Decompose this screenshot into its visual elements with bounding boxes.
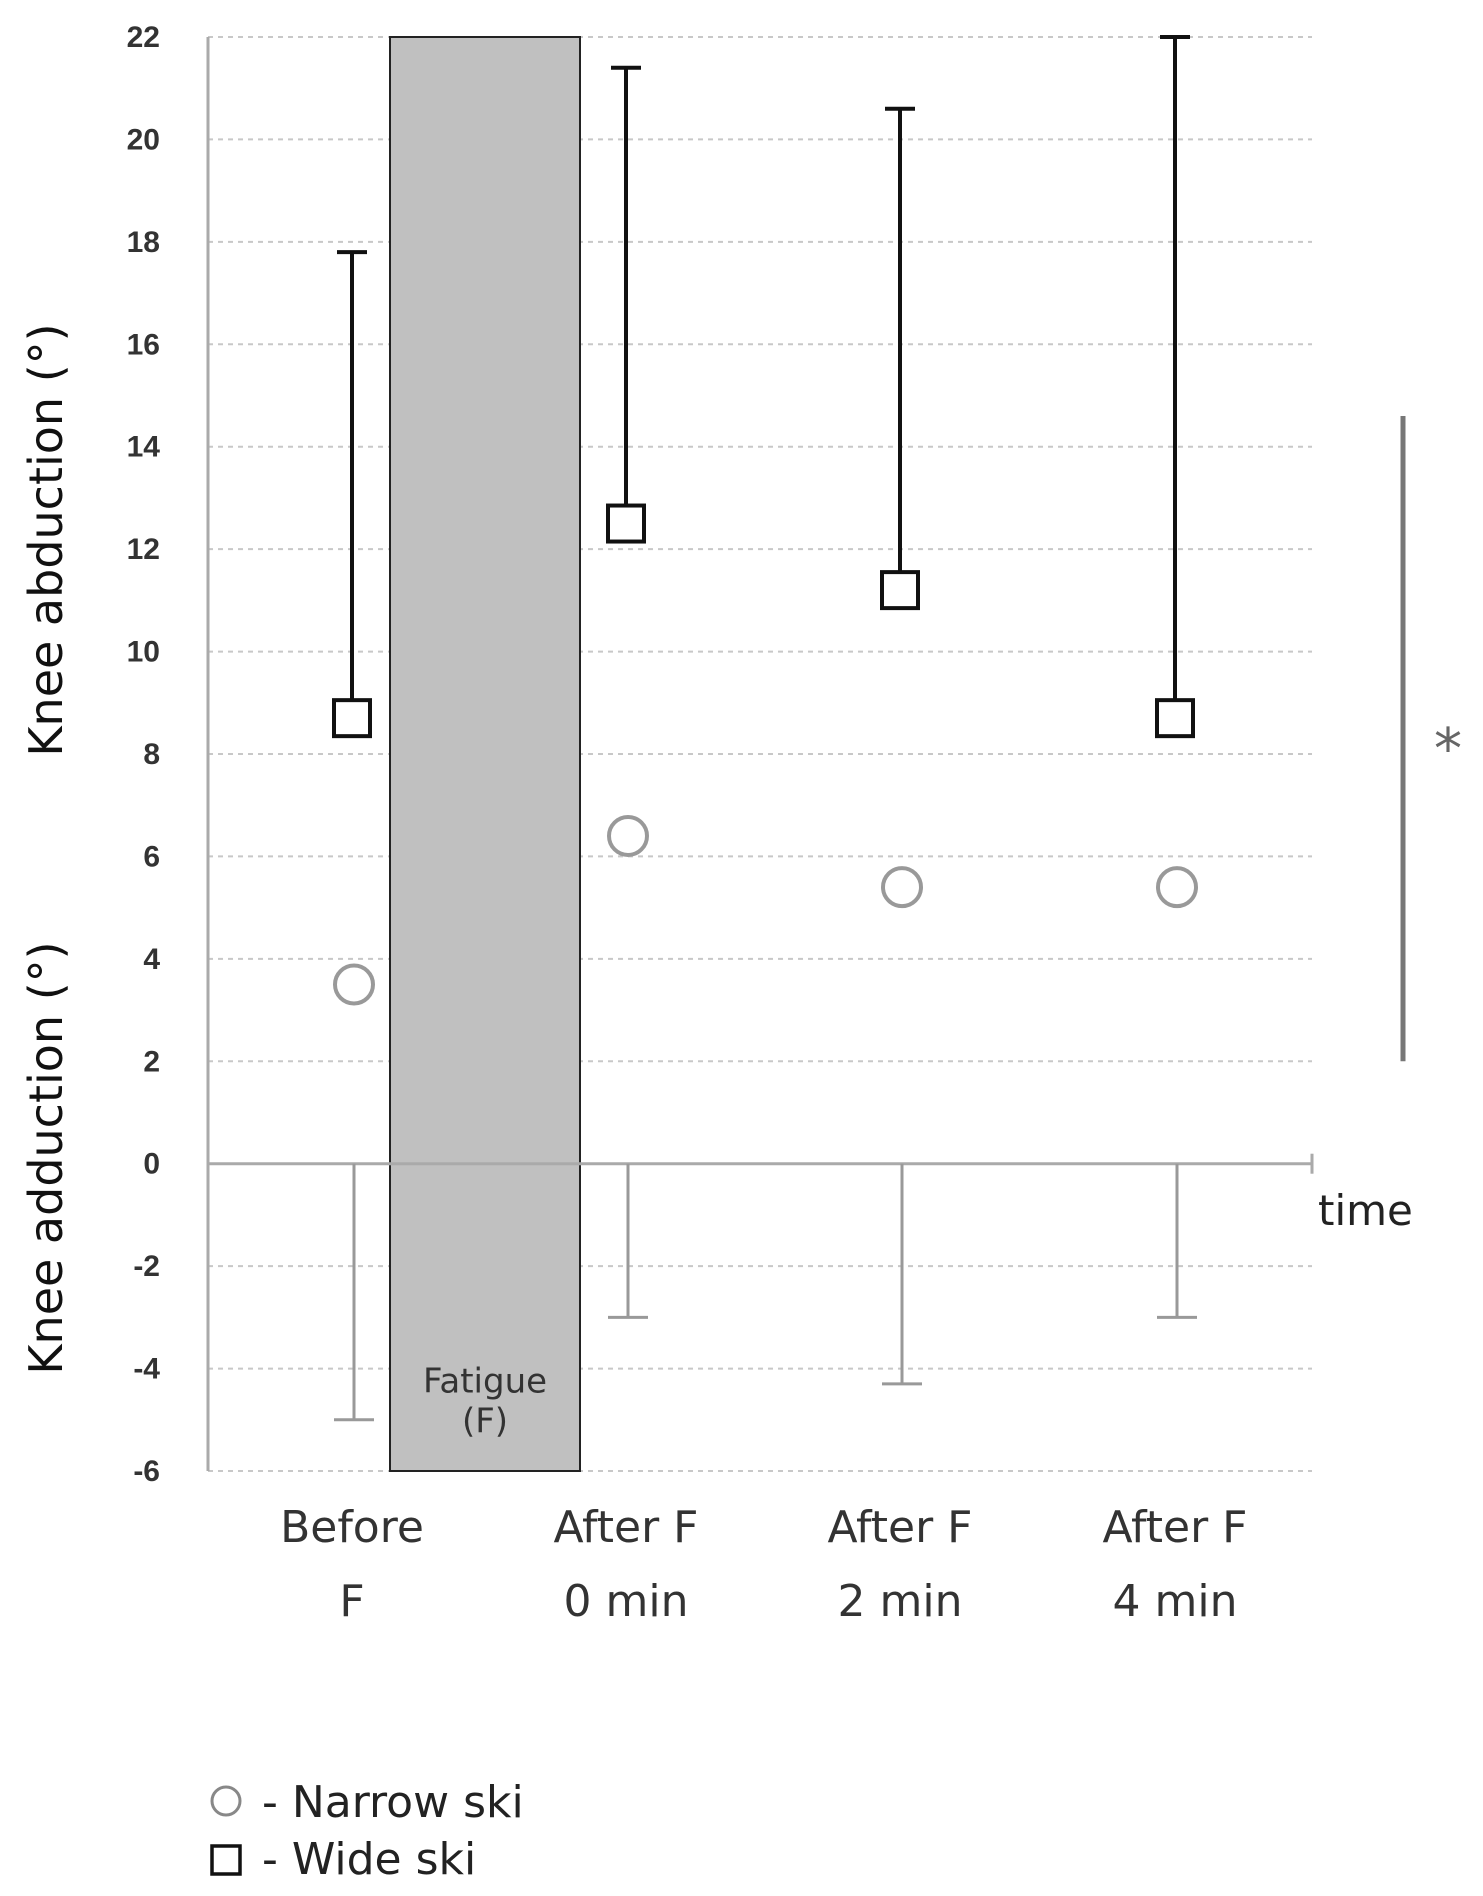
x-category-label: 4 min	[1113, 1576, 1238, 1627]
y-tick-label: 6	[143, 840, 160, 873]
fatigue-period-box	[389, 36, 581, 1472]
y-tick-label: 2	[143, 1045, 160, 1078]
y-tick-label: 14	[127, 431, 161, 464]
y-tick-label: 0	[143, 1148, 160, 1181]
y-axis-title-abduction: Knee abduction (°)	[19, 323, 73, 756]
y-tick-label: 12	[127, 533, 160, 566]
series-wide-ski	[332, 35, 1195, 739]
narrow-ski-point	[333, 963, 375, 1006]
grid-lines	[208, 36, 1312, 1472]
significance-star: *	[1434, 717, 1462, 782]
y-tick-label: 4	[143, 943, 160, 976]
y-tick-label: -4	[133, 1353, 160, 1386]
x-category-label: 2 min	[838, 1576, 963, 1627]
y-tick-label: -6	[133, 1455, 160, 1488]
axes	[206, 37, 1314, 1471]
wide-ski-point	[332, 698, 372, 739]
legend-wide-ski-marker-icon	[210, 1844, 242, 1876]
x-category-label: Before	[280, 1502, 424, 1553]
x-category-labels: Before F After F 0 min After F 2 min After F 4 …	[280, 1502, 1247, 1627]
y-tick-label: 22	[127, 21, 160, 54]
y-tick-label: 20	[127, 123, 160, 156]
fatigue-label-line1: Fatigue	[423, 1362, 547, 1402]
x-axis-title-time: time	[1318, 1186, 1413, 1235]
y-tick-label: 10	[127, 636, 160, 669]
y-tick-label: 8	[143, 738, 160, 771]
wide-ski-point	[606, 503, 646, 544]
y-tick-label: 18	[127, 226, 160, 259]
x-category-label: 0 min	[564, 1576, 689, 1627]
significance-marker: *	[1400, 415, 1462, 1062]
fatigue-period: Fatigue (F)	[389, 36, 581, 1472]
data-series	[332, 35, 1198, 1422]
narrow-ski-point	[607, 814, 649, 857]
legend-wide-ski-label: - Wide ski	[262, 1834, 476, 1885]
legend-narrow-ski-label: - Narrow ski	[262, 1777, 524, 1828]
legend: - Narrow ski - Wide ski	[210, 1777, 524, 1885]
narrow-ski-point	[1156, 866, 1198, 909]
y-tick-label: -2	[133, 1250, 160, 1283]
x-category-label: F	[339, 1576, 364, 1627]
narrow-ski-point	[881, 866, 923, 909]
fatigue-label-line2: (F)	[462, 1402, 508, 1442]
x-category-label: After F	[828, 1502, 973, 1553]
wide-ski-point	[880, 570, 920, 611]
x-category-label: After F	[554, 1502, 699, 1553]
y-axis-title-adduction: Knee adduction (°)	[19, 941, 73, 1374]
x-category-label: After F	[1103, 1502, 1248, 1553]
series-narrow-ski	[333, 814, 1198, 1422]
legend-narrow-ski-marker-icon	[210, 1785, 242, 1817]
wide-ski-point	[1155, 698, 1195, 739]
y-tick-label: 16	[127, 328, 160, 361]
